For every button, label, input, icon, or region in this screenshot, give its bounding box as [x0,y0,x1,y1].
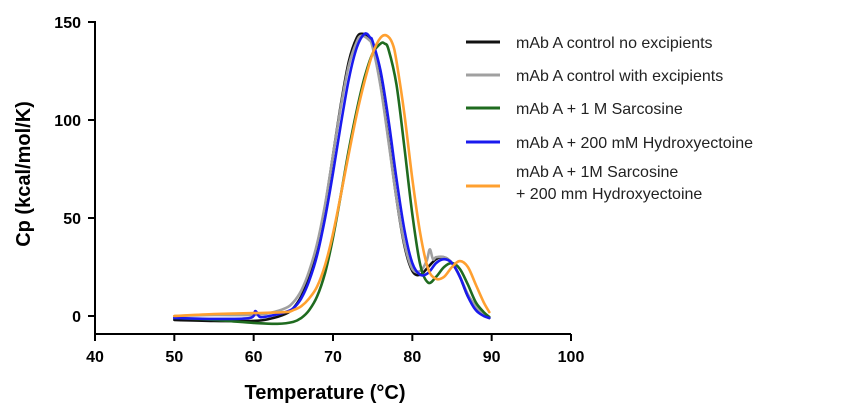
legend-label-4: mAb A + 200 mM Hydroxyectoine [516,135,753,152]
legend-label-5: + 200 mm Hydroxyectoine [516,186,702,203]
legend-label-1: mAb A control no excipients [516,35,713,52]
legend-label-2: mAb A control with excipients [516,68,723,85]
x-ticks: 40 50 60 70 80 90 100 [86,334,584,366]
legend-label-3: mAb A + 1 M Sarcosine [516,101,683,118]
series-line-5 [173,33,491,318]
x-tick-label: 50 [165,349,183,366]
x-tick-label: 70 [324,349,342,366]
series-line-4 [173,32,491,321]
y-tick-label: 0 [72,309,81,326]
x-tick-label: 40 [86,349,104,366]
x-tick-label: 80 [403,349,421,366]
y-ticks: 0 50 100 150 [54,15,95,326]
x-tick-label: 90 [483,349,501,366]
y-tick-label: 50 [63,211,81,228]
x-tick-label: 100 [558,349,585,366]
legend: mAb A control no excipients mAb A control… [466,35,753,203]
y-tick-label: 100 [54,113,81,130]
legend-label-5: mAb A + 1M Sarcosine [516,164,678,181]
x-axis-title: Temperature (°C) [245,382,406,404]
y-tick-label: 150 [54,15,81,32]
x-tick-label: 60 [245,349,263,366]
series-layer [173,32,491,326]
y-axis-title: Cp (kcal/mol/K) [13,101,35,247]
